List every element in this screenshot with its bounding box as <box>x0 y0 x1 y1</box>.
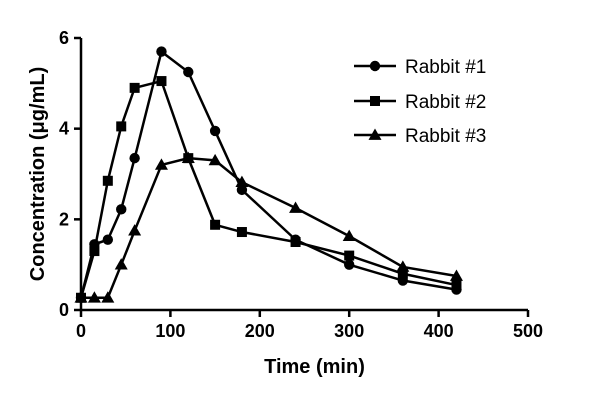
data-point <box>102 234 114 245</box>
legend-item: Rabbit #3 <box>354 126 486 147</box>
legend-label: Rabbit #3 <box>405 126 486 147</box>
data-point <box>210 219 221 230</box>
x-tick-label: 400 <box>424 321 454 341</box>
legend-marker <box>369 60 381 72</box>
data-point <box>397 268 408 279</box>
series-group <box>74 46 463 303</box>
data-point <box>154 158 168 170</box>
legend-marker <box>370 96 380 106</box>
data-point <box>236 184 248 196</box>
y-tick-label: 4 <box>59 119 69 139</box>
series-3 <box>74 151 463 303</box>
data-point <box>290 237 301 247</box>
data-point <box>101 291 115 303</box>
legend-label: Rabbit #2 <box>405 92 486 113</box>
data-point <box>129 152 140 164</box>
data-point <box>236 227 247 238</box>
y-tick-label: 6 <box>59 28 69 48</box>
data-point <box>114 258 128 270</box>
legend: Rabbit #1 Rabbit #2 Rabbit #3 <box>354 57 486 147</box>
y-axis-title: Concentration (μg/mL) <box>27 67 49 281</box>
x-tick-label: 200 <box>245 321 275 341</box>
data-point <box>451 280 462 291</box>
x-axis-title: Time (min) <box>264 356 365 378</box>
y-tick-label: 0 <box>59 300 69 320</box>
data-point <box>128 224 142 236</box>
legend-marker <box>368 128 382 140</box>
data-point <box>116 204 127 215</box>
data-point <box>209 125 221 137</box>
data-point <box>344 259 355 270</box>
data-point <box>289 201 303 213</box>
data-point <box>342 229 356 241</box>
data-point <box>396 260 410 272</box>
legend-label: Rabbit #1 <box>405 57 486 78</box>
data-point <box>129 82 140 93</box>
data-point <box>183 66 194 78</box>
x-tick-label: 0 <box>76 321 86 341</box>
axes: 0 100 200 300 400 500 0 2 4 6 <box>59 28 543 341</box>
legend-item: Rabbit #1 <box>354 57 486 78</box>
x-tick-label: 500 <box>513 321 543 341</box>
data-point <box>208 153 222 166</box>
data-point <box>89 246 100 257</box>
data-point <box>235 175 249 188</box>
data-point <box>87 291 101 303</box>
data-point <box>102 175 113 186</box>
y-tick-label: 2 <box>59 209 69 229</box>
legend-item: Rabbit #2 <box>354 92 486 113</box>
data-point <box>449 269 463 281</box>
data-point <box>156 76 167 87</box>
x-tick-label: 300 <box>334 321 364 341</box>
data-point <box>74 291 88 303</box>
data-point <box>344 250 355 261</box>
data-point <box>181 151 195 164</box>
data-point <box>156 46 167 57</box>
x-tick-label: 100 <box>155 321 185 341</box>
data-point <box>116 121 127 132</box>
